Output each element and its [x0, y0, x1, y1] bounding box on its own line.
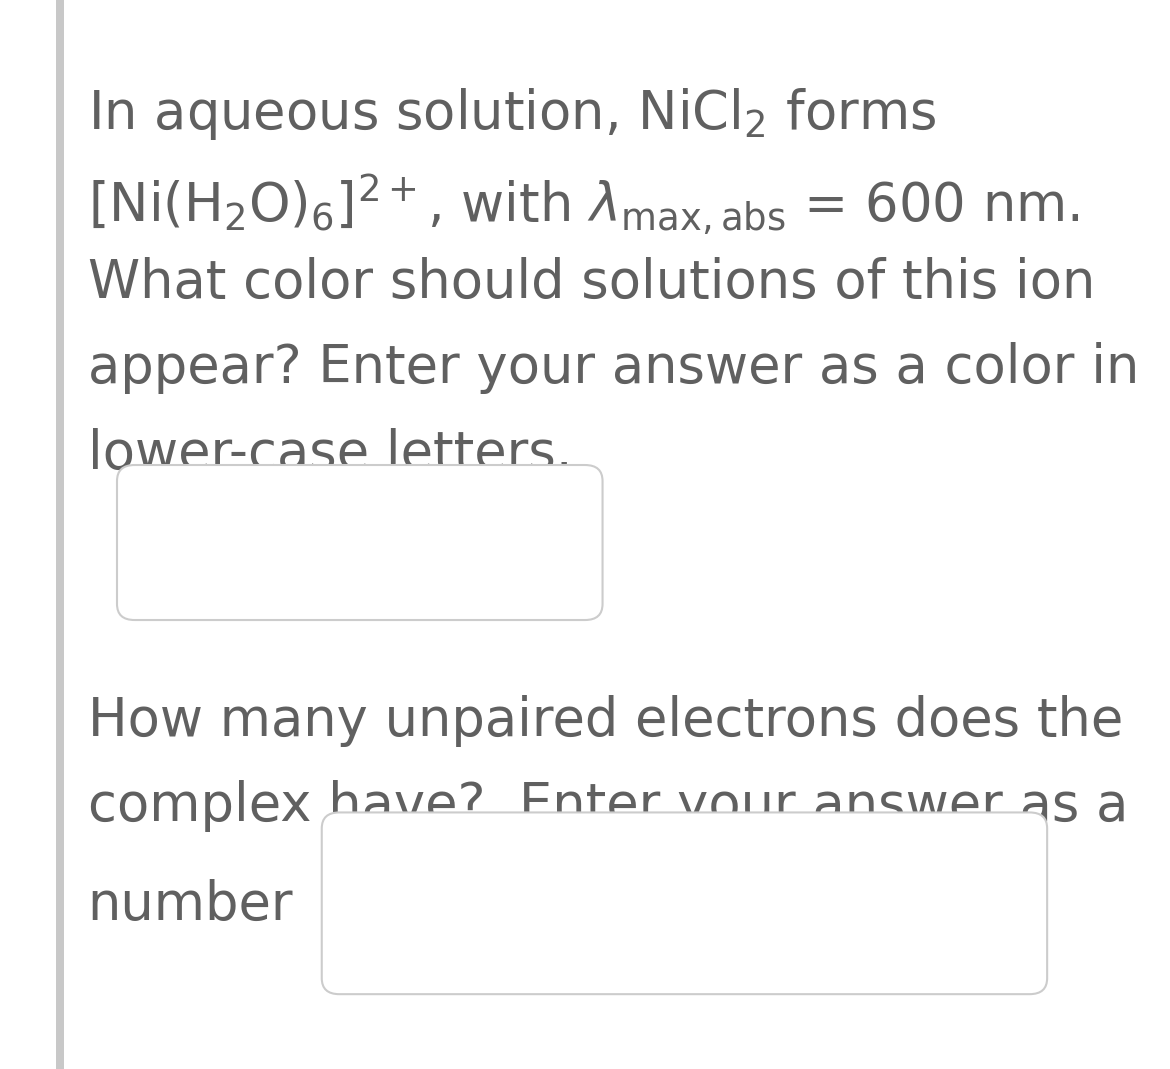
Text: number: number: [88, 879, 294, 931]
Text: complex have?  Enter your answer as a: complex have? Enter your answer as a: [88, 780, 1128, 833]
Text: 2: 2: [365, 874, 397, 921]
Text: How many unpaired electrons does the: How many unpaired electrons does the: [88, 695, 1123, 747]
Text: orange: orange: [160, 510, 336, 558]
Text: lower-case letters.: lower-case letters.: [88, 428, 572, 480]
Text: What color should solutions of this ion: What color should solutions of this ion: [88, 257, 1095, 309]
Text: In aqueous solution, NiCl$_2$ forms: In aqueous solution, NiCl$_2$ forms: [88, 86, 936, 141]
Text: [Ni(H$_2$O)$_6$]$^{2+}$, with $\lambda_{\mathrm{max,abs}}$ = 600 nm.: [Ni(H$_2$O)$_6$]$^{2+}$, with $\lambda_{…: [88, 171, 1080, 236]
Text: appear? Enter your answer as a color in: appear? Enter your answer as a color in: [88, 342, 1140, 394]
